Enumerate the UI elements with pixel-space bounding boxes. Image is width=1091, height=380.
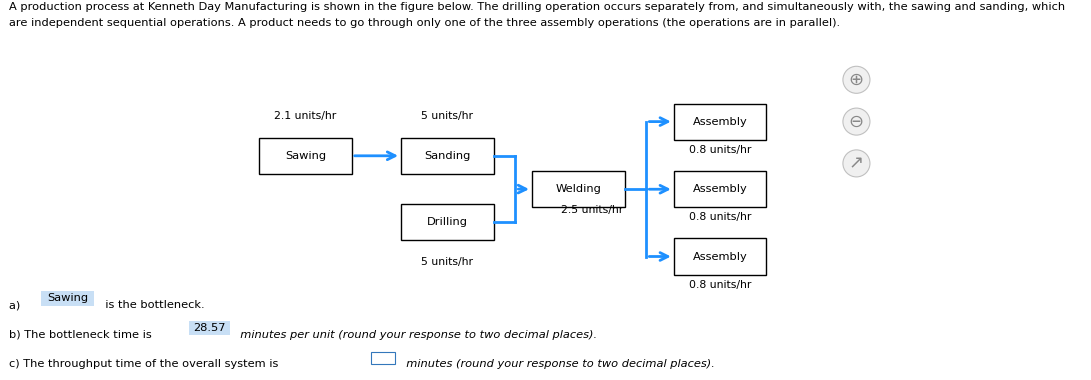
Text: 5 units/hr: 5 units/hr bbox=[421, 257, 473, 267]
FancyBboxPatch shape bbox=[532, 171, 624, 207]
FancyBboxPatch shape bbox=[41, 291, 94, 306]
FancyBboxPatch shape bbox=[674, 239, 766, 274]
Text: b) The bottleneck time is: b) The bottleneck time is bbox=[9, 330, 155, 340]
Text: Sawing: Sawing bbox=[47, 293, 88, 303]
Text: 5 units/hr: 5 units/hr bbox=[421, 111, 473, 121]
FancyBboxPatch shape bbox=[401, 138, 493, 174]
Text: 0.8 units/hr: 0.8 units/hr bbox=[688, 280, 752, 290]
FancyBboxPatch shape bbox=[371, 352, 395, 364]
Text: is the bottleneck.: is the bottleneck. bbox=[98, 300, 205, 310]
Text: 0.8 units/hr: 0.8 units/hr bbox=[688, 145, 752, 155]
FancyBboxPatch shape bbox=[674, 104, 766, 139]
Text: 2.5 units/hr: 2.5 units/hr bbox=[561, 205, 624, 215]
Text: Sanding: Sanding bbox=[424, 151, 470, 161]
FancyBboxPatch shape bbox=[401, 204, 493, 241]
Text: are independent sequential operations. A product needs to go through only one of: are independent sequential operations. A… bbox=[9, 18, 840, 28]
Text: Welding: Welding bbox=[555, 184, 601, 194]
Text: a): a) bbox=[9, 300, 24, 310]
Text: Sawing: Sawing bbox=[285, 151, 326, 161]
Text: ⊖: ⊖ bbox=[849, 112, 864, 131]
FancyBboxPatch shape bbox=[189, 321, 230, 335]
FancyBboxPatch shape bbox=[260, 138, 351, 174]
Text: 28.57: 28.57 bbox=[193, 323, 226, 333]
Text: minutes per unit ⁠(round your response to two decimal places).: minutes per unit ⁠(round your response t… bbox=[233, 330, 598, 340]
Text: 0.8 units/hr: 0.8 units/hr bbox=[688, 212, 752, 222]
Text: ↗: ↗ bbox=[849, 154, 864, 173]
FancyBboxPatch shape bbox=[674, 171, 766, 207]
Text: minutes ⁠(round your response to two decimal places).: minutes ⁠(round your response to two dec… bbox=[399, 359, 716, 369]
Text: c) The throughput time of the overall system is: c) The throughput time of the overall sy… bbox=[9, 359, 281, 369]
Text: Drilling: Drilling bbox=[427, 217, 468, 227]
Text: Assembly: Assembly bbox=[693, 184, 747, 194]
Text: A production process at Kenneth Day Manufacturing is shown in the figure below. : A production process at Kenneth Day Manu… bbox=[9, 2, 1065, 12]
Text: ⊕: ⊕ bbox=[849, 71, 864, 89]
Text: Assembly: Assembly bbox=[693, 117, 747, 127]
Text: 2.1 units/hr: 2.1 units/hr bbox=[274, 111, 337, 121]
Text: Assembly: Assembly bbox=[693, 252, 747, 261]
